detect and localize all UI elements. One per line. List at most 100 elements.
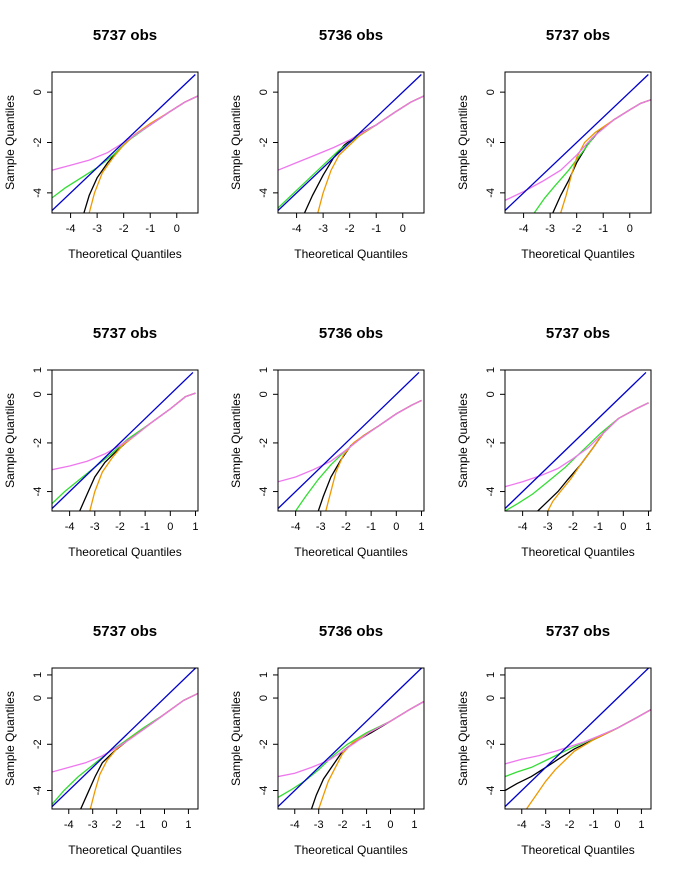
y-axis: -4 -2 0 Sample Quantiles [456, 89, 505, 198]
panel-title: 5737 obs [546, 325, 610, 342]
series-line-green [505, 402, 649, 511]
plot-area [505, 74, 651, 213]
y-tick-label: -2 [485, 438, 497, 448]
x-tick-label: 0 [174, 223, 180, 235]
y-tick-label: -4 [258, 487, 270, 497]
y-tick-label: -4 [485, 786, 497, 796]
y-tick-label: 0 [485, 89, 497, 95]
x-tick-label: -2 [565, 819, 575, 831]
plot-frame [504, 369, 652, 512]
x-tick-label: 1 [185, 819, 191, 831]
x-axis: -4 -3 -2 -1 0 Theoretical Quantiles [292, 213, 408, 261]
y-axis-label: Sample Quantiles [456, 393, 470, 488]
x-axis-label: Theoretical Quantiles [521, 545, 634, 559]
series-line-green [52, 692, 198, 805]
x-axis-label: Theoretical Quantiles [521, 843, 634, 857]
x-axis-label: Theoretical Quantiles [294, 247, 407, 261]
y-axis-label: Sample Quantiles [3, 691, 17, 786]
y-tick-label: -4 [32, 188, 44, 198]
reference-line [278, 371, 420, 510]
plot-area [505, 668, 651, 809]
series-line-violet [278, 95, 424, 171]
reference-line [505, 668, 650, 808]
y-tick-label: -4 [32, 786, 44, 796]
y-tick-label: 0 [258, 695, 270, 701]
x-tick-label: 0 [387, 819, 393, 831]
y-tick-label: -2 [32, 739, 44, 749]
series-line-black [80, 692, 198, 809]
x-tick-label: -4 [291, 521, 301, 533]
series-line-orange [525, 709, 651, 809]
series-line-violet [505, 402, 649, 488]
y-tick-label: 1 [32, 367, 44, 373]
x-tick-label: -3 [88, 819, 98, 831]
plot-frame [277, 667, 425, 810]
reference-line [505, 74, 649, 211]
series-line-violet [505, 709, 651, 765]
series-line-violet [52, 692, 198, 773]
series-line-violet [278, 399, 422, 483]
y-tick-label: 1 [485, 672, 497, 678]
y-axis: -4 -2 0 1 Sample Quantiles [456, 367, 505, 496]
panel-title: 5736 obs [319, 623, 383, 640]
series-line-green [278, 700, 424, 798]
y-tick-label: -2 [32, 138, 44, 148]
x-axis-label: Theoretical Quantiles [68, 247, 181, 261]
plot-frame [504, 667, 652, 810]
x-tick-label: 1 [638, 819, 644, 831]
x-tick-label: -3 [92, 223, 102, 235]
series-line-green [52, 95, 198, 199]
x-axis: -4 -3 -2 -1 0 1 Theoretical Quantiles [517, 809, 644, 857]
x-tick-label: -2 [345, 223, 355, 235]
y-axis: -4 -2 0 1 Sample Quantiles [3, 367, 52, 497]
series-line-black [83, 95, 198, 213]
x-axis-label: Theoretical Quantiles [294, 545, 407, 559]
panel-title: 5737 obs [546, 27, 610, 44]
series-line-black [79, 392, 196, 511]
panel-title: 5737 obs [93, 325, 157, 342]
y-tick-label: 0 [32, 695, 44, 701]
series-line-orange [89, 692, 198, 809]
x-axis-label: Theoretical Quantiles [68, 843, 181, 857]
y-axis: -4 -2 0 1 Sample Quantiles [3, 672, 52, 796]
series-line-black [310, 700, 424, 809]
plot-area [505, 371, 649, 511]
x-tick-label: -2 [568, 521, 578, 533]
x-tick-label: -4 [519, 223, 529, 235]
y-axis: -4 -2 0 Sample Quantiles [3, 89, 52, 198]
series-line-green [505, 709, 651, 778]
series-line-black [317, 399, 422, 511]
x-axis-label: Theoretical Quantiles [68, 545, 181, 559]
x-axis-label: Theoretical Quantiles [521, 247, 634, 261]
y-tick-label: -4 [485, 188, 497, 198]
x-axis: -4 -3 -2 -1 0 1 Theoretical Quantiles [64, 809, 191, 857]
panel-title: 5737 obs [93, 623, 157, 640]
y-tick-label: 1 [485, 367, 497, 373]
series-line-orange [89, 392, 196, 511]
reference-line [278, 668, 423, 808]
x-tick-label: -4 [65, 521, 75, 533]
plot-area [278, 668, 424, 809]
x-tick-label: -3 [90, 521, 100, 533]
panel-title: 5736 obs [319, 27, 383, 44]
series-line-black [552, 99, 651, 213]
x-tick-label: -1 [593, 521, 603, 533]
x-tick-label: -4 [517, 819, 527, 831]
y-axis-label: Sample Quantiles [3, 95, 17, 190]
x-tick-label: -3 [541, 819, 551, 831]
x-tick-label: -1 [140, 521, 150, 533]
plot-area [278, 74, 424, 213]
y-axis-label: Sample Quantiles [456, 95, 470, 190]
x-axis: -4 -3 -2 -1 0 1 Theoretical Quantiles [518, 511, 652, 559]
panel-title: 5737 obs [546, 623, 610, 640]
plot-area [278, 371, 422, 511]
y-tick-label: -2 [258, 438, 270, 448]
x-tick-label: 0 [161, 819, 167, 831]
reference-line [52, 74, 196, 211]
y-axis-label: Sample Quantiles [456, 691, 470, 786]
y-tick-label: -4 [32, 487, 44, 497]
x-tick-label: -2 [338, 819, 348, 831]
